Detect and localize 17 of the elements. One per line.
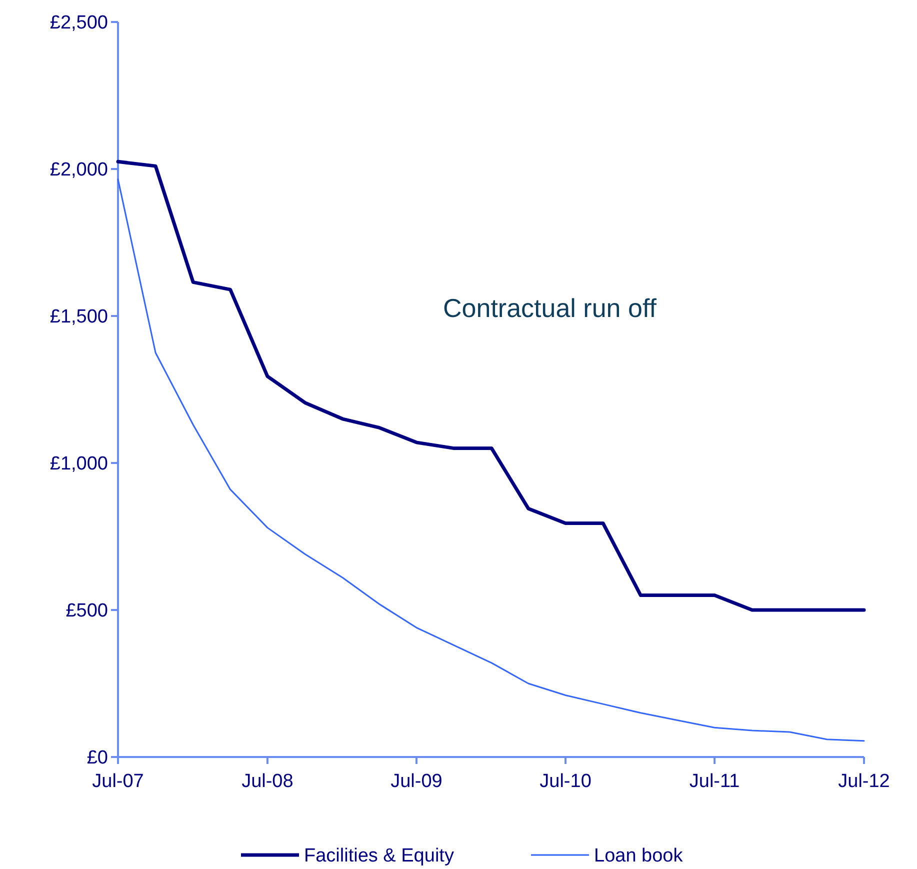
- line-series: [117, 178, 865, 742]
- annotation: Contractual run off: [443, 293, 658, 324]
- x-tick-label: Jul-07: [92, 771, 144, 792]
- y-tick-label: £1,000: [50, 454, 108, 475]
- legend-label: Loan book: [594, 846, 684, 867]
- y-tick-label: £0: [86, 748, 108, 769]
- x-tick-label: Jul-10: [540, 771, 592, 792]
- legend-label: Facilities & Equity: [304, 846, 454, 867]
- x-tick-label: Jul-11: [689, 771, 740, 792]
- y-tick-label: £2,000: [50, 160, 108, 181]
- x-tick-label: Jul-12: [838, 771, 890, 792]
- y-tick-label: £2,500: [50, 12, 108, 34]
- y-tick-label: £1,500: [50, 306, 108, 328]
- x-tick-label: Jul-08: [242, 771, 294, 792]
- line-series: [116, 160, 866, 612]
- y-tick-label: £500: [66, 600, 108, 622]
- x-tick-label: Jul-09: [390, 771, 442, 792]
